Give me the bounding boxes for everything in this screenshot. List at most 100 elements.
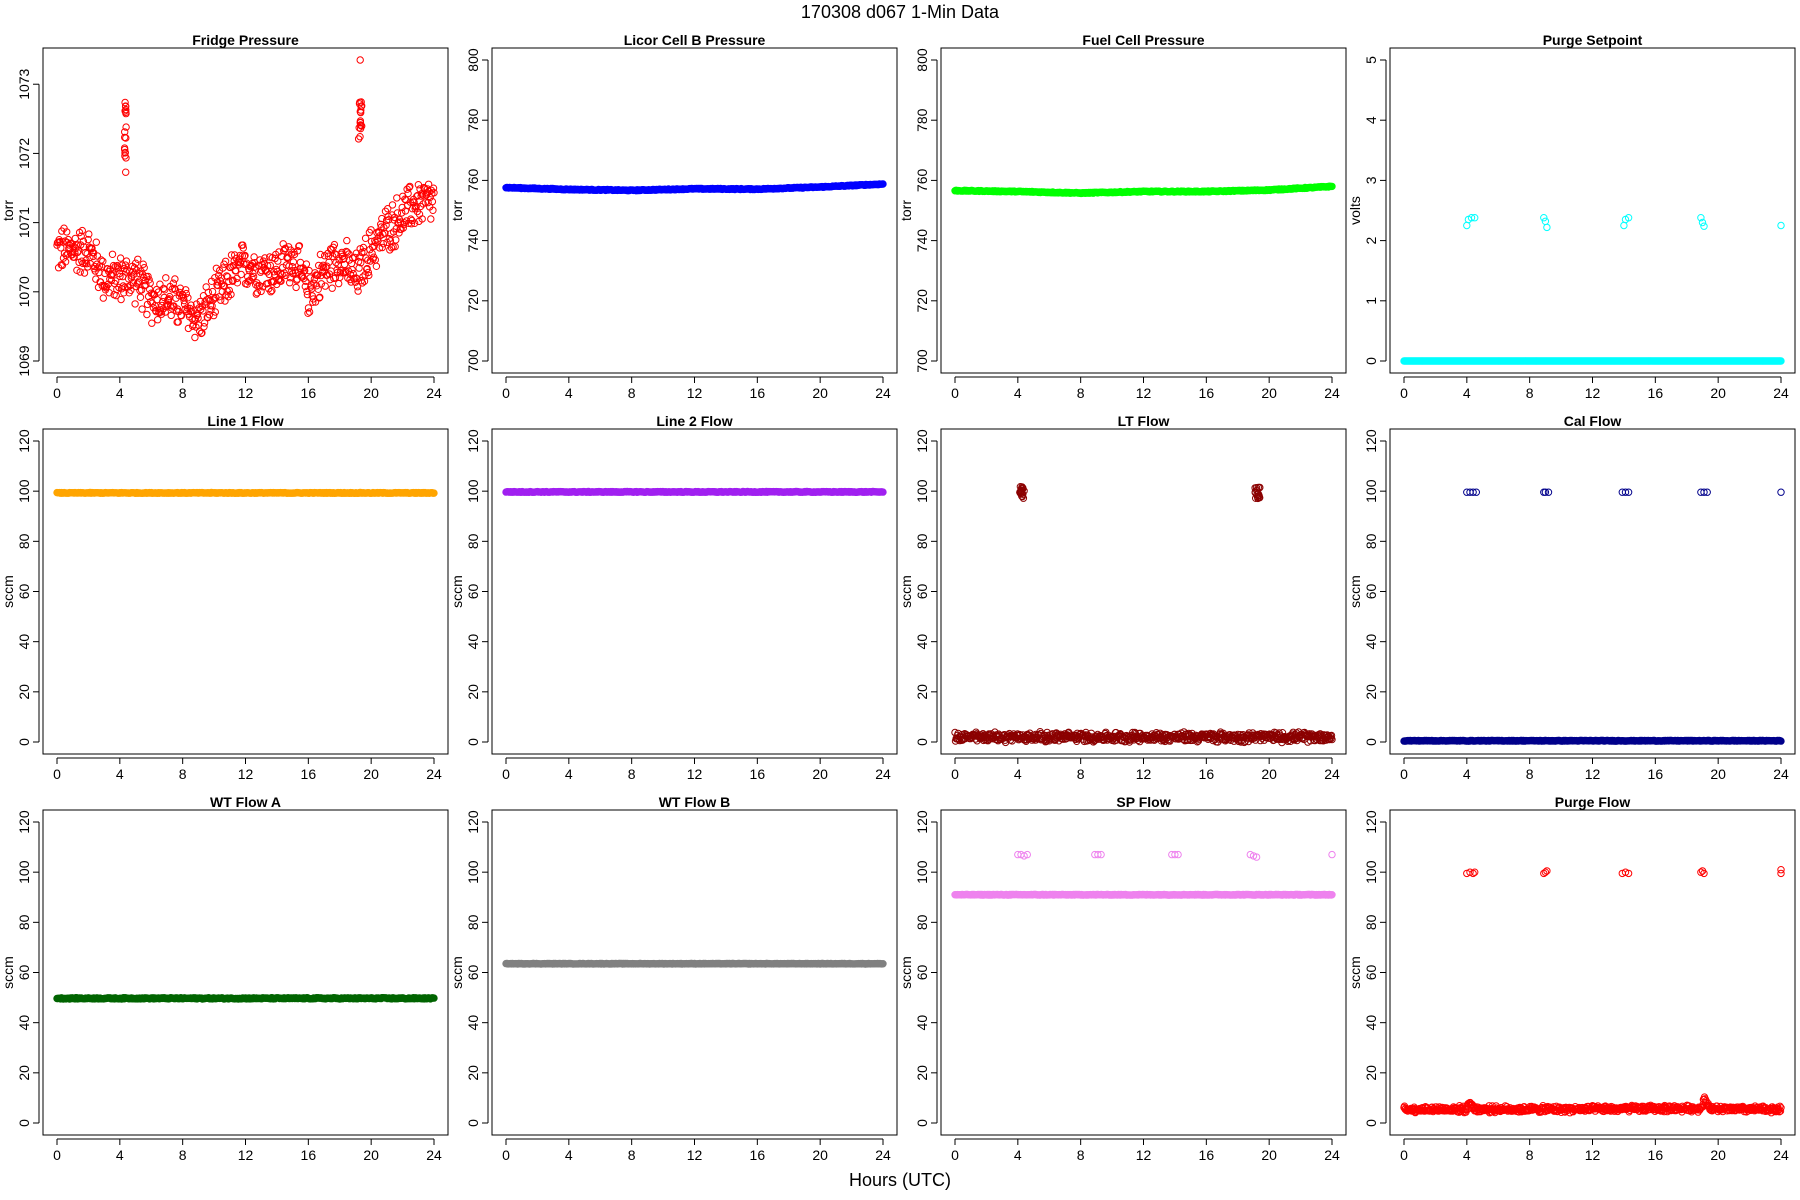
x-tick-label: 16 bbox=[1199, 385, 1215, 401]
data-point bbox=[356, 108, 364, 116]
data-point bbox=[80, 269, 89, 277]
y-tick-label: 40 bbox=[465, 1015, 481, 1031]
y-tick-label: 80 bbox=[914, 533, 930, 549]
x-tick-label: 20 bbox=[1261, 385, 1277, 401]
data-point bbox=[419, 200, 427, 208]
data-point bbox=[430, 994, 438, 1002]
data-point bbox=[365, 271, 373, 280]
data-point bbox=[353, 283, 362, 291]
x-tick-label: 20 bbox=[1261, 766, 1277, 782]
y-tick-label: 780 bbox=[914, 108, 930, 132]
data-point bbox=[158, 301, 166, 310]
y-tick-label: 1072 bbox=[16, 138, 32, 169]
y-tick-label: 4 bbox=[1363, 116, 1379, 124]
y-tick-label: 740 bbox=[465, 229, 481, 253]
data-point bbox=[303, 290, 312, 299]
data-point bbox=[120, 144, 129, 152]
data-point bbox=[84, 235, 92, 244]
data-point bbox=[200, 323, 208, 331]
data-point bbox=[196, 327, 204, 335]
data-point bbox=[199, 307, 207, 315]
data-point bbox=[292, 283, 300, 292]
data-point bbox=[144, 272, 152, 281]
y-tick-label: 80 bbox=[16, 533, 32, 549]
data-point bbox=[282, 271, 290, 280]
data-point bbox=[879, 180, 887, 188]
data-point bbox=[131, 300, 139, 308]
data-point bbox=[294, 247, 302, 255]
data-point bbox=[161, 286, 169, 294]
data-point bbox=[267, 288, 275, 296]
data-point bbox=[322, 263, 330, 272]
panel-title: Line 2 Flow bbox=[656, 413, 732, 429]
data-point bbox=[249, 269, 257, 278]
data-point bbox=[161, 308, 170, 316]
y-axis-label: sccm bbox=[449, 575, 465, 608]
y-tick-label: 100 bbox=[465, 860, 481, 884]
data-point bbox=[122, 102, 130, 111]
x-tick-label: 24 bbox=[875, 385, 891, 401]
data-points bbox=[951, 182, 1336, 198]
x-tick-label: 4 bbox=[1014, 766, 1022, 782]
x-tick-label: 16 bbox=[1199, 766, 1215, 782]
x-tick-label: 8 bbox=[179, 766, 187, 782]
data-point bbox=[316, 250, 325, 259]
y-axis-label: sccm bbox=[0, 956, 16, 989]
x-tick-label: 8 bbox=[179, 385, 187, 401]
y-tick-label: 3 bbox=[1363, 176, 1379, 184]
data-point bbox=[105, 289, 113, 297]
data-point bbox=[418, 215, 426, 223]
data-point bbox=[138, 305, 146, 313]
data-point bbox=[82, 260, 91, 268]
data-point bbox=[279, 240, 287, 248]
data-point bbox=[116, 254, 125, 262]
data-point bbox=[71, 249, 79, 257]
data-point bbox=[233, 279, 242, 287]
data-point bbox=[122, 154, 130, 162]
x-tick-label: 20 bbox=[363, 1147, 379, 1163]
data-point bbox=[277, 277, 285, 285]
data-point bbox=[361, 234, 370, 243]
data-point bbox=[143, 310, 151, 319]
x-tick-label: 12 bbox=[687, 385, 703, 401]
data-point bbox=[73, 248, 82, 257]
y-tick-label: 40 bbox=[465, 634, 481, 650]
data-point bbox=[88, 244, 96, 252]
data-point bbox=[121, 149, 129, 157]
data-point bbox=[323, 262, 331, 270]
plot-frame bbox=[491, 809, 898, 1136]
x-tick-label: 24 bbox=[1324, 766, 1340, 782]
data-point bbox=[429, 184, 438, 192]
data-point bbox=[248, 273, 256, 282]
data-point bbox=[261, 254, 269, 262]
x-tick-label: 16 bbox=[750, 385, 766, 401]
data-point bbox=[414, 191, 422, 200]
data-point bbox=[400, 219, 409, 227]
data-point bbox=[99, 294, 108, 302]
x-tick-label: 8 bbox=[628, 1147, 636, 1163]
plot-frame bbox=[940, 47, 1347, 374]
x-tick-label: 8 bbox=[1526, 766, 1534, 782]
x-tick-label: 24 bbox=[1773, 385, 1789, 401]
data-point bbox=[231, 251, 239, 259]
y-tick-label: 760 bbox=[465, 169, 481, 193]
data-point bbox=[343, 236, 351, 245]
panel-title: Licor Cell B Pressure bbox=[624, 32, 766, 48]
data-point bbox=[109, 261, 118, 270]
x-tick-label: 0 bbox=[1400, 766, 1408, 782]
y-tick-label: 0 bbox=[465, 738, 481, 746]
data-point bbox=[121, 283, 129, 291]
y-tick-label: 100 bbox=[16, 860, 32, 884]
data-point bbox=[92, 238, 101, 246]
y-tick-label: 720 bbox=[914, 289, 930, 313]
data-point bbox=[355, 124, 363, 132]
x-tick-label: 8 bbox=[1077, 385, 1085, 401]
y-tick-label: 780 bbox=[465, 108, 481, 132]
y-axis-label: torr bbox=[898, 200, 914, 221]
plot-frame bbox=[491, 428, 898, 755]
data-point bbox=[225, 286, 234, 295]
data-point bbox=[416, 185, 424, 193]
data-point bbox=[316, 293, 324, 301]
data-point bbox=[359, 243, 368, 252]
